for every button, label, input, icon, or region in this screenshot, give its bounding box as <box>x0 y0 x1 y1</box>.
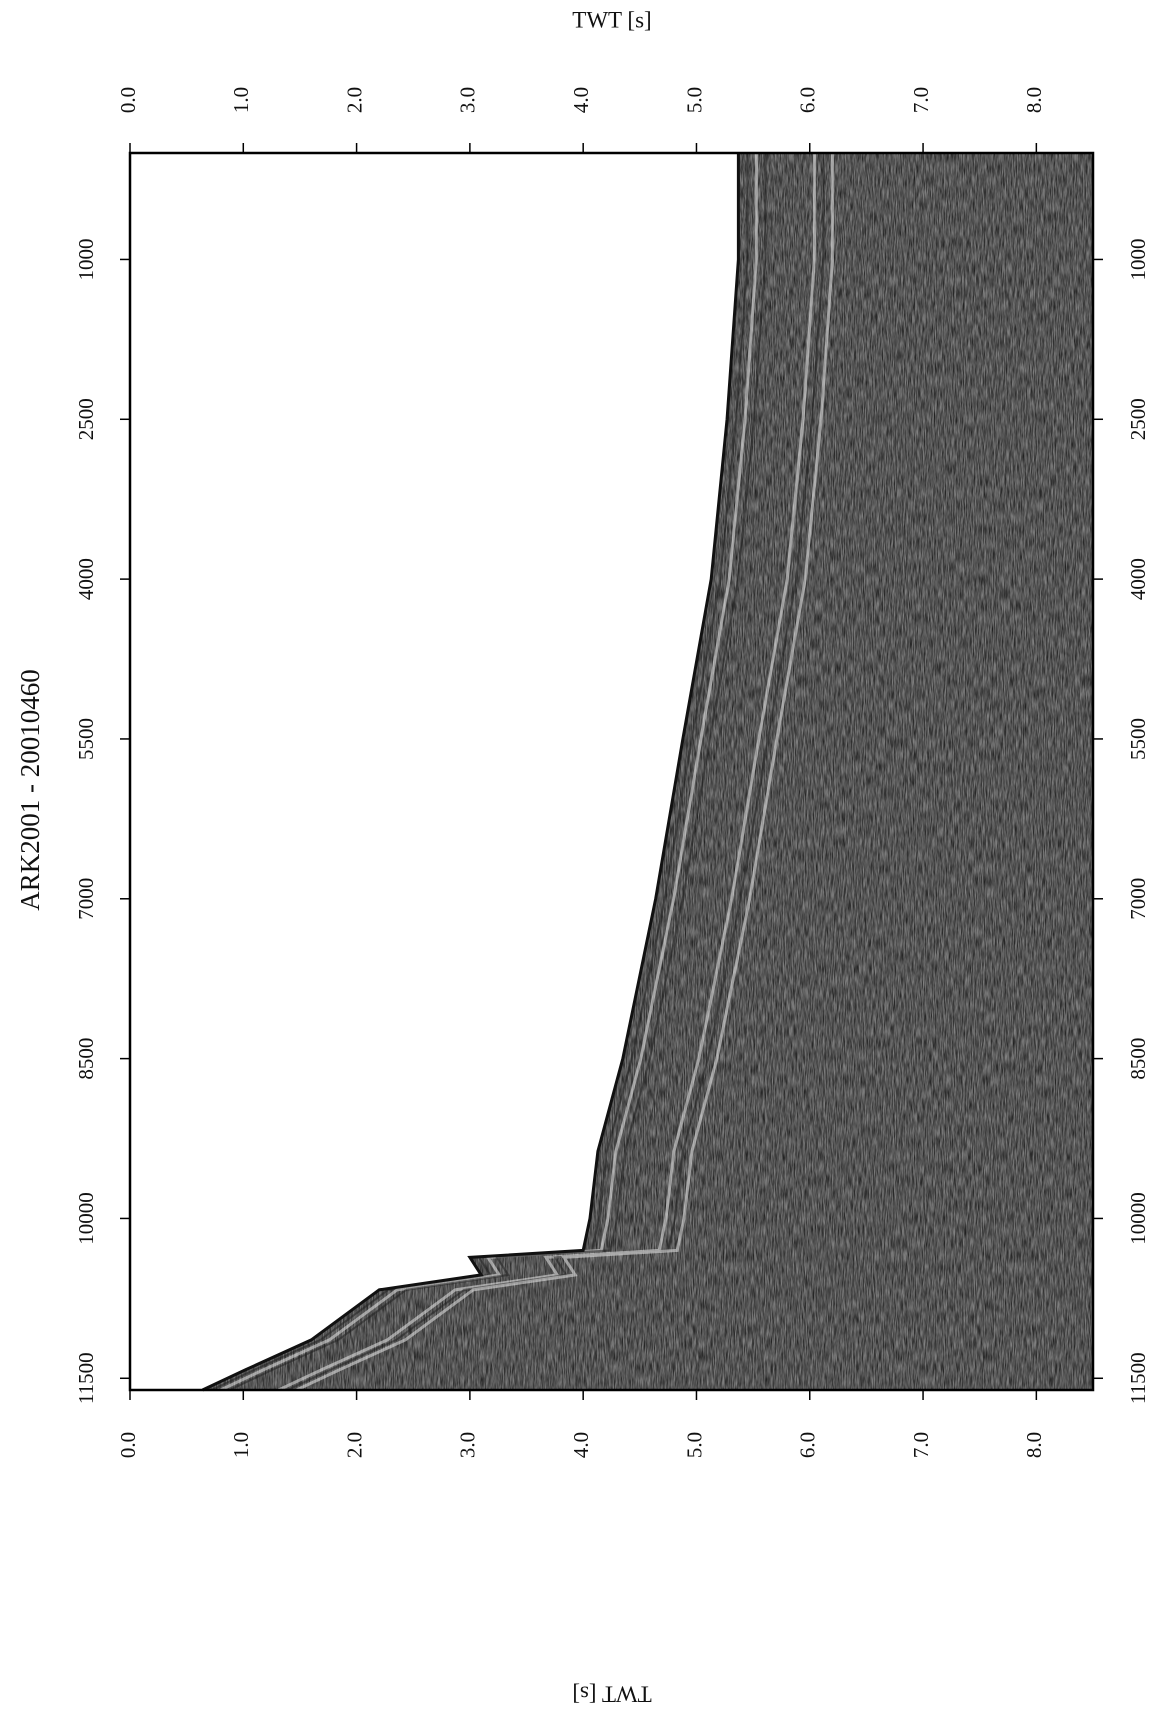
y-tick-label: 8.0 <box>1022 87 1046 113</box>
x-tick-label: 7000 <box>74 878 98 920</box>
x-tick-label: 8500 <box>1126 1038 1150 1080</box>
x-tick-label: 2500 <box>1126 398 1150 440</box>
y-tick-label: 2.0 <box>342 87 366 113</box>
x-tick-label: 4000 <box>1126 558 1150 600</box>
y-tick-label: 6.0 <box>796 87 820 113</box>
y-tick-label: 3.0 <box>456 87 480 113</box>
y-tick-label: 0.0 <box>116 87 140 113</box>
seismic-section <box>202 153 1093 1390</box>
y-tick-label: 7.0 <box>909 87 933 113</box>
reflector <box>229 153 767 1390</box>
reflector <box>211 153 749 1390</box>
plot-frame <box>128 151 1095 1392</box>
y-tick-label: 3.0 <box>456 1432 480 1458</box>
y-axis-title: TWT [s] <box>572 7 651 32</box>
reflector <box>219 153 758 1390</box>
y-tick-label: 1.0 <box>229 1432 253 1458</box>
x-tick-label: 5500 <box>1126 718 1150 760</box>
y-tick-label: 4.0 <box>569 1432 593 1458</box>
x-tick-label: 10000 <box>74 1192 98 1245</box>
y-tick-label: 0.0 <box>116 1432 140 1458</box>
x-tick-label: 11500 <box>1126 1352 1150 1404</box>
chart-title: ARK2001 - 20010460 <box>15 669 45 911</box>
reflector <box>287 153 825 1390</box>
y-axis-title: TWT [s] <box>572 1682 651 1707</box>
y-tick-label: 8.0 <box>1022 1432 1046 1458</box>
seismic-noise <box>202 153 1093 1390</box>
y-tick-label: 6.0 <box>796 1432 820 1458</box>
y-tick-label: 5.0 <box>682 1432 706 1458</box>
x-tick-label: 11500 <box>74 1352 98 1404</box>
y-tick-label: 2.0 <box>342 1432 366 1458</box>
x-tick-label: 2500 <box>74 398 98 440</box>
x-tick-label: 1000 <box>74 238 98 280</box>
reflector <box>295 153 834 1390</box>
x-tick-label: 7000 <box>1126 878 1150 920</box>
x-tick-label: 8500 <box>74 1038 98 1080</box>
reflector <box>277 153 816 1390</box>
x-tick-label: 1000 <box>1126 238 1150 280</box>
y-tick-label: 4.0 <box>569 87 593 113</box>
x-tick-label: 10000 <box>1126 1192 1150 1245</box>
x-tick-label: 4000 <box>74 558 98 600</box>
y-tick-label: 7.0 <box>909 1432 933 1458</box>
y-tick-label: 5.0 <box>682 87 706 113</box>
x-tick-label: 5500 <box>74 718 98 760</box>
seafloor <box>201 153 740 1392</box>
y-tick-label: 1.0 <box>229 87 253 113</box>
